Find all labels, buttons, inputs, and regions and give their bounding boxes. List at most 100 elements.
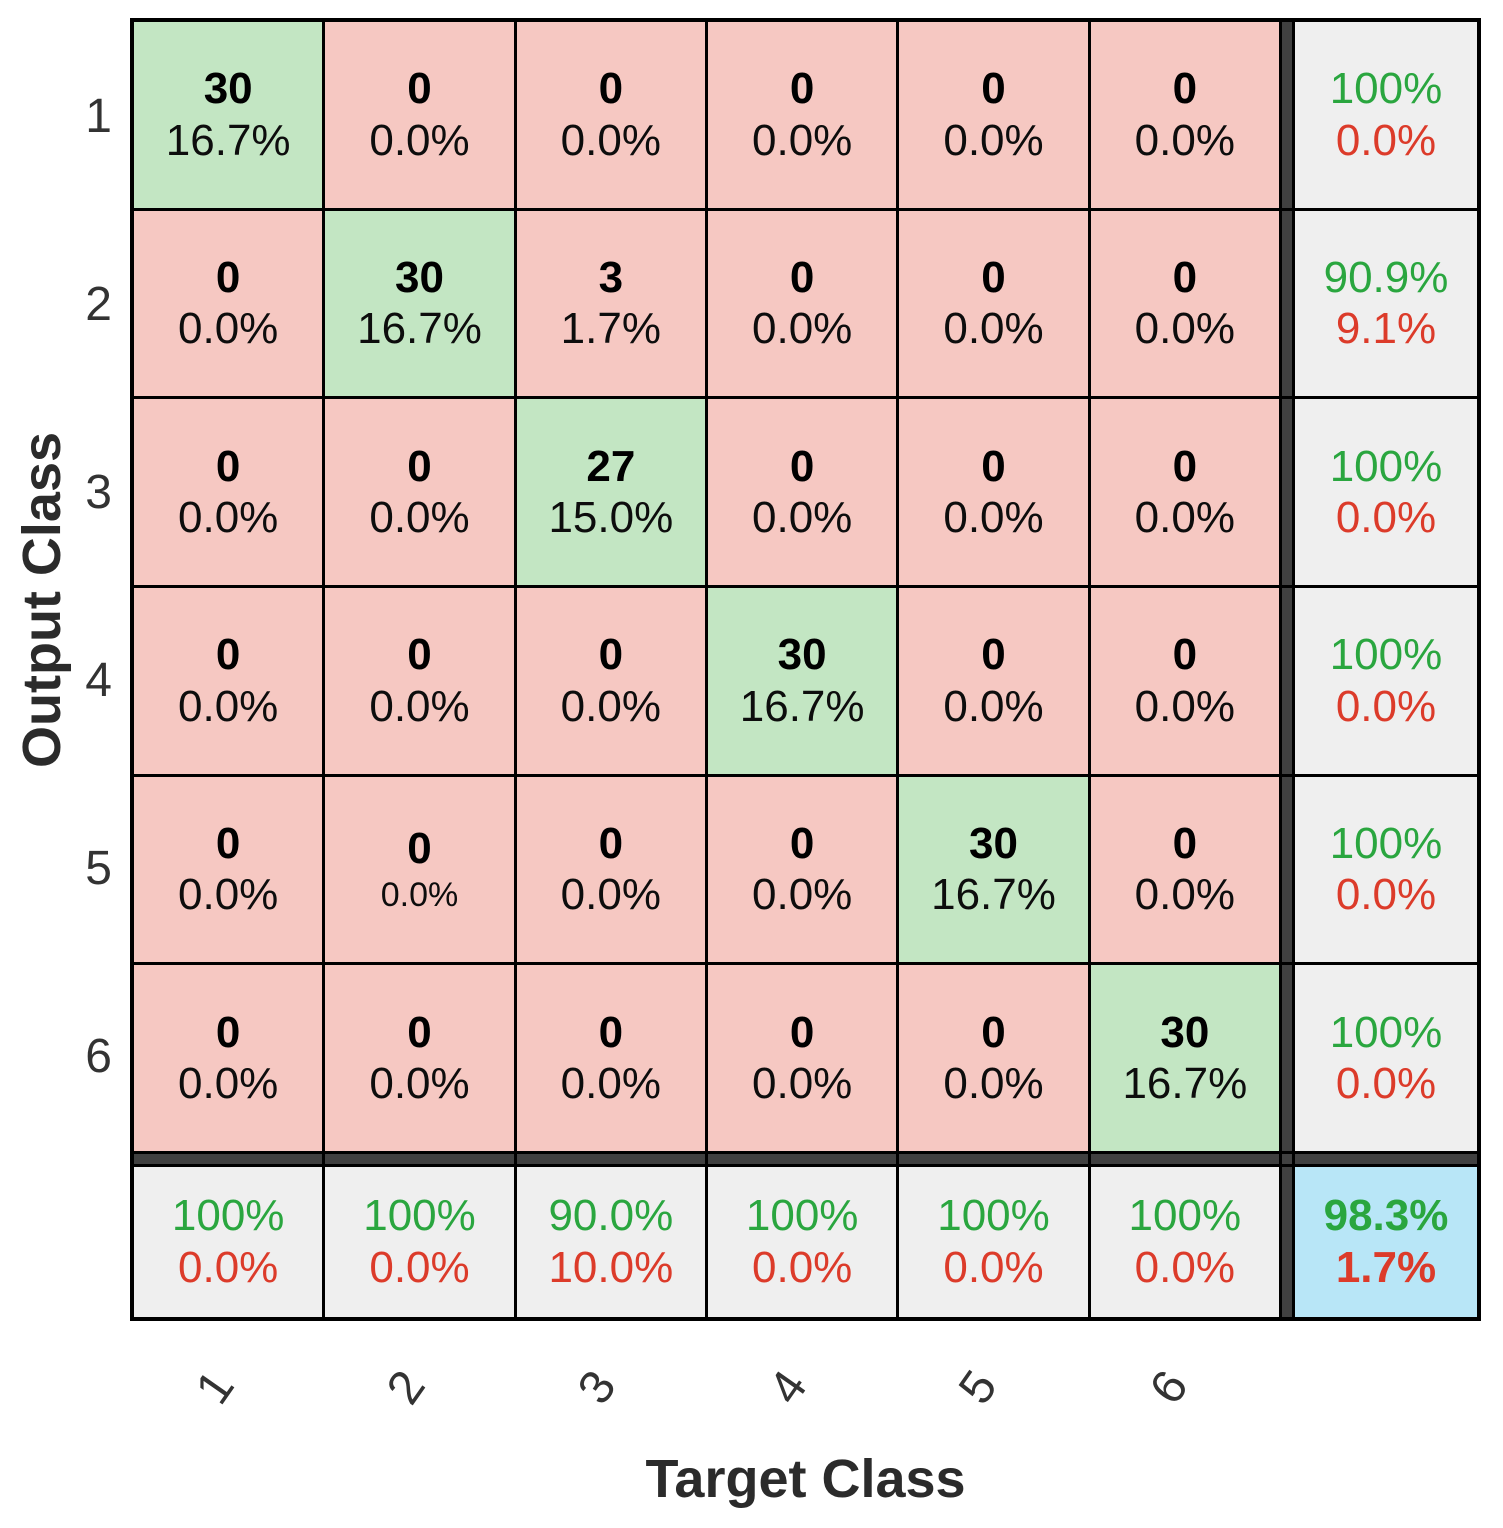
matrix-cell-r6-c4: 0 0.0% (707, 965, 897, 1151)
x-tick-1: 1 (134, 1326, 325, 1456)
matrix-cell-r4-c3: 0 0.0% (516, 588, 705, 774)
cell-percent: 0.0% (943, 681, 1044, 731)
matrix-cell-r5-c2: 0 0.0% (325, 776, 514, 963)
col-summary-good-pct: 100% (937, 1191, 1050, 1241)
matrix-cell-r4-c4: 30 16.7% (707, 588, 897, 774)
cell-percent: 16.7% (1122, 1059, 1248, 1109)
row-summary-good-pct: 100% (1329, 1007, 1443, 1057)
cell-count: 0 (215, 630, 241, 680)
separator-band (134, 1154, 323, 1164)
row-summary-4: 100% 0.0% (1294, 588, 1477, 774)
cell-percent: 0.0% (369, 1059, 470, 1109)
cell-count: 0 (407, 1007, 432, 1057)
confusion-grid: 30 16.7% 0 0.0% 0 0.0% 0 0.0% 0 0.0% 0 0.0% 100% 0.0%… (130, 18, 1481, 1321)
cell-percent: 0.0% (943, 493, 1044, 543)
separator-band (1294, 1154, 1477, 1164)
separator-band (1090, 1154, 1279, 1164)
x-tick-4: 4 (706, 1326, 897, 1456)
cell-percent: 0.0% (369, 493, 470, 543)
col-summary-good-pct: 100% (363, 1191, 476, 1241)
cell-count: 0 (1172, 818, 1198, 868)
cell-count: 0 (1172, 64, 1198, 114)
cell-percent: 0.0% (369, 115, 470, 165)
cell-count: 0 (407, 64, 432, 114)
cell-count: 0 (981, 252, 1006, 302)
cell-percent: 0.0% (560, 681, 661, 731)
matrix-cell-r3-c3: 27 15.0% (516, 399, 705, 585)
separator-band (1281, 1167, 1292, 1317)
matrix-cell-r5-c4: 0 0.0% (707, 776, 897, 963)
cell-count: 0 (789, 1007, 815, 1057)
cell-percent: 0.0% (560, 115, 661, 165)
matrix-cell-r5-c6: 0 0.0% (1090, 776, 1279, 963)
cell-percent: 0.0% (1134, 115, 1235, 165)
cell-percent: 0.0% (560, 1059, 661, 1109)
cell-count: 30 (777, 630, 827, 680)
separator-band (1281, 776, 1292, 963)
cell-count: 3 (598, 252, 624, 302)
cell-count: 0 (407, 441, 432, 491)
separator-band (1281, 399, 1292, 585)
separator-band (1281, 1154, 1292, 1164)
y-tick-1: 1 (85, 89, 112, 143)
cell-percent: 0.0% (178, 870, 279, 920)
x-tick-label: 5 (949, 1361, 1009, 1414)
row-summary-5: 100% 0.0% (1294, 776, 1477, 963)
row-summary-2: 90.9% 9.1% (1294, 210, 1477, 397)
x-tick-label: 6 (1140, 1361, 1199, 1414)
col-summary-bad-pct: 0.0% (943, 1243, 1044, 1292)
cell-count: 0 (1172, 441, 1198, 491)
cell-percent: 0.0% (1134, 304, 1235, 354)
matrix-cell-r4-c2: 0 0.0% (325, 588, 514, 774)
row-summary-bad-pct: 0.0% (1335, 493, 1437, 543)
cell-count: 0 (981, 441, 1006, 491)
col-summary-bad-pct: 0.0% (752, 1243, 853, 1292)
matrix-cell-r2-c1: 0 0.0% (134, 210, 323, 397)
col-summary-bad-pct: 0.0% (1134, 1243, 1235, 1292)
cell-percent: 16.7% (165, 115, 291, 165)
cell-percent: 0.0% (1134, 681, 1235, 731)
row-summary-bad-pct: 0.0% (1335, 1059, 1437, 1109)
cell-percent: 1.7% (560, 304, 661, 354)
cell-percent: 0.0% (943, 304, 1044, 354)
col-summary-bad-pct: 0.0% (178, 1243, 279, 1292)
matrix-cell-r4-c5: 0 0.0% (899, 588, 1088, 774)
matrix-cell-r1-c5: 0 0.0% (899, 22, 1088, 208)
matrix-cell-r6-c5: 0 0.0% (899, 965, 1088, 1151)
col-summary-bad-pct: 0.0% (369, 1243, 470, 1292)
cell-count: 0 (407, 824, 432, 874)
matrix-cell-r4-c6: 0 0.0% (1090, 588, 1279, 774)
separator-band (899, 1154, 1088, 1164)
cell-count: 27 (586, 441, 636, 491)
cell-count: 0 (215, 818, 241, 868)
col-summary-bad-pct: 10.0% (548, 1243, 674, 1292)
x-tick-label: 1 (186, 1361, 245, 1414)
matrix-cell-r2-c3: 3 1.7% (516, 210, 705, 397)
y-tick-3: 3 (85, 465, 112, 519)
col-summary-3: 90.0% 10.0% (516, 1167, 705, 1317)
matrix-cell-r1-c1: 30 16.7% (134, 22, 323, 208)
cell-percent: 0.0% (752, 493, 853, 543)
col-summary-good-pct: 100% (171, 1191, 285, 1241)
separator-band (1281, 588, 1292, 774)
separator-band (1281, 210, 1292, 397)
y-tick-5: 5 (85, 842, 112, 896)
cell-percent: 0.0% (943, 1059, 1044, 1109)
cell-percent: 0.0% (752, 304, 853, 354)
matrix-cell-r6-c3: 0 0.0% (516, 965, 705, 1151)
cell-percent: 0.0% (369, 681, 470, 731)
cell-percent: 0.0% (380, 875, 459, 914)
row-summary-bad-pct: 0.0% (1335, 870, 1437, 920)
col-summary-good-pct: 100% (745, 1191, 859, 1241)
cell-percent: 0.0% (752, 115, 853, 165)
x-tick-2: 2 (325, 1326, 516, 1456)
cell-percent: 0.0% (752, 1059, 853, 1109)
cell-count: 0 (598, 1007, 624, 1057)
matrix-cell-r3-c2: 0 0.0% (325, 399, 514, 585)
matrix-cell-r6-c1: 0 0.0% (134, 965, 323, 1151)
y-tick-4: 4 (85, 654, 112, 708)
y-axis-ticks: 1 2 3 4 5 6 (0, 22, 112, 1151)
cell-count: 0 (981, 1007, 1006, 1057)
cell-count: 30 (395, 252, 444, 302)
col-summary-5: 100% 0.0% (899, 1167, 1088, 1317)
